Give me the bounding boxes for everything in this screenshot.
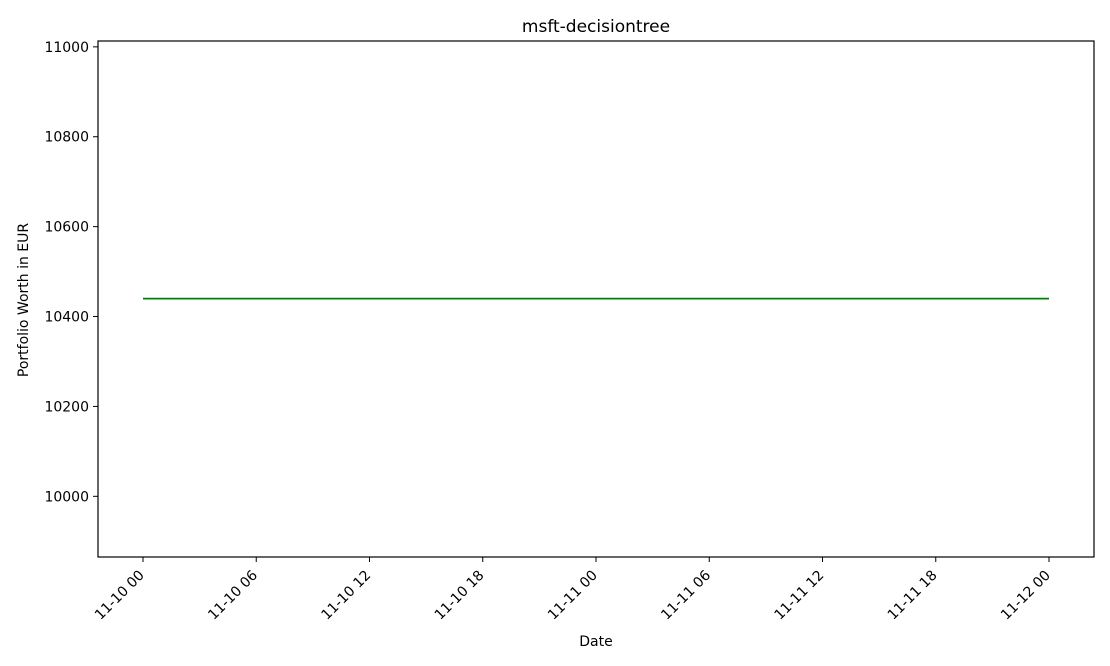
x-tick-label: 11-11 06 bbox=[658, 567, 714, 623]
x-tick-label: 11-11 18 bbox=[885, 568, 941, 624]
x-tick-label: 11-10 00 bbox=[92, 568, 148, 624]
y-axis: 10000 10200 10400 10600 10800 11000 bbox=[44, 40, 98, 505]
x-axis: 11-10 00 11-10 06 11-10 12 11-10 18 11-11 00… bbox=[92, 557, 1054, 623]
x-tick-label: 11-11 00 bbox=[545, 568, 601, 624]
x-axis-title: Date bbox=[579, 634, 612, 650]
y-axis-title: Portfolio Worth in EUR bbox=[16, 223, 32, 378]
x-tick-label: 11-10 18 bbox=[432, 568, 488, 624]
y-tick-label: 10800 bbox=[44, 130, 89, 146]
x-tick-label: 11-12 00 bbox=[998, 568, 1054, 624]
x-tick-label: 11-10 12 bbox=[318, 568, 374, 624]
chart-title: msft-decisiontree bbox=[522, 17, 670, 37]
x-tick-label: 11-11 12 bbox=[772, 568, 828, 624]
x-tick-label: 11-10 06 bbox=[205, 567, 261, 623]
plot-area bbox=[97, 40, 1095, 558]
y-tick-label: 11000 bbox=[44, 40, 89, 56]
y-tick-label: 10400 bbox=[44, 310, 89, 326]
y-tick-label: 10600 bbox=[44, 220, 89, 236]
y-tick-label: 10000 bbox=[44, 489, 89, 505]
y-tick-label: 10200 bbox=[44, 399, 89, 415]
